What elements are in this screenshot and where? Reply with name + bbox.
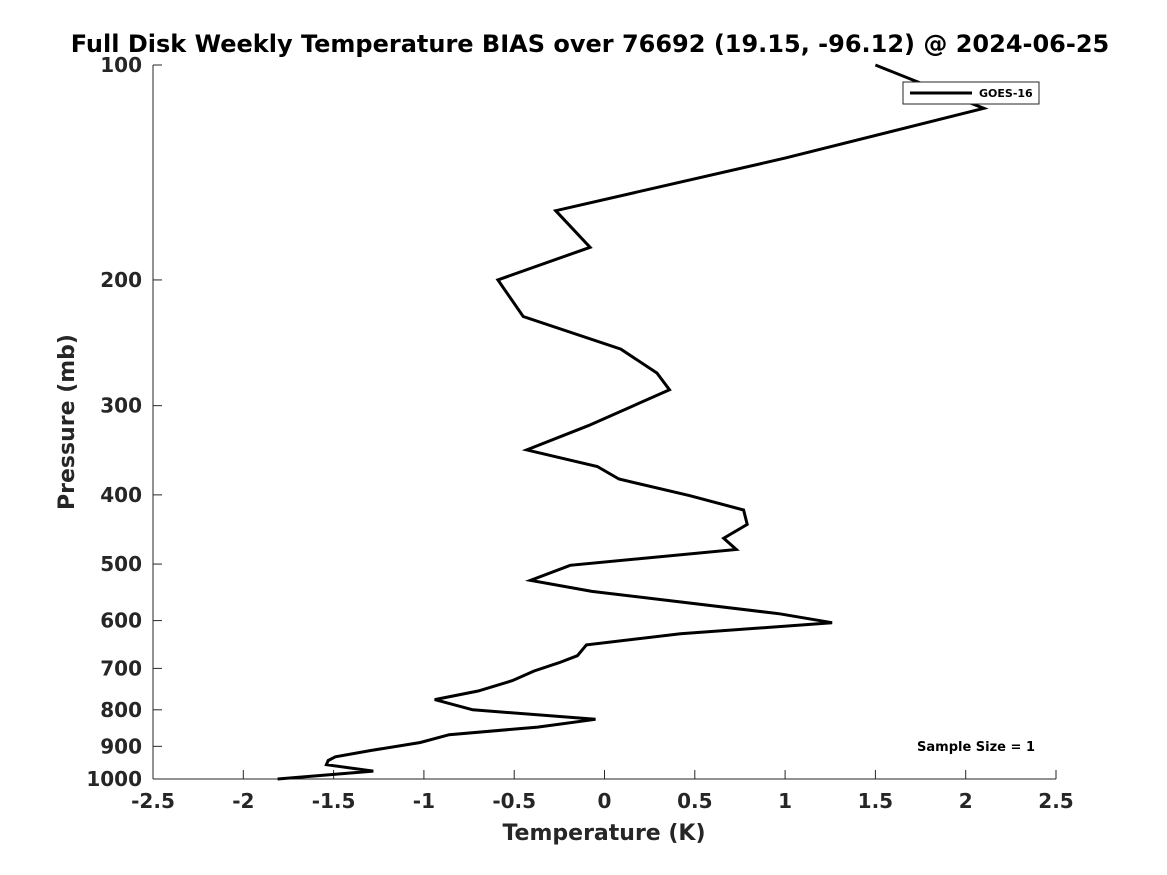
x-tick-label: -2.5	[131, 789, 175, 813]
legend-label: GOES-16	[979, 87, 1033, 100]
x-tick-label: 1.5	[858, 789, 893, 813]
legend: GOES-16	[902, 81, 1040, 105]
chart-title: Full Disk Weekly Temperature BIAS over 7…	[71, 30, 1110, 58]
x-tick-label: 1	[778, 789, 792, 813]
x-tick-label: -1	[413, 789, 435, 813]
y-tick-label: 100	[100, 53, 142, 77]
series-line-goes-16	[277, 63, 989, 781]
x-tick-label: -1.5	[312, 789, 356, 813]
x-tick-label: 0.5	[677, 789, 712, 813]
y-tick-label: 800	[100, 698, 142, 722]
y-tick-label: 900	[100, 734, 142, 758]
x-tick-label: 2	[959, 789, 973, 813]
y-tick-label: 1000	[86, 767, 142, 791]
x-axis-ticks: -2.5 -2 -1.5 -1 -0.5 0 0.5 1 1.5 2 2.5	[131, 770, 1074, 813]
y-tick-label: 500	[100, 552, 142, 576]
x-tick-label: 0	[598, 789, 612, 813]
y-tick-label: 300	[100, 394, 142, 418]
y-axis-ticks: 100 200 300 400 500 600 700 800 900 1000	[86, 53, 162, 791]
y-tick-label: 400	[100, 483, 142, 507]
x-tick-label: -2	[232, 789, 254, 813]
x-tick-label: 2.5	[1038, 789, 1073, 813]
sample-size-annotation: Sample Size = 1	[917, 740, 1035, 755]
x-axis-label: Temperature (K)	[502, 821, 705, 846]
x-tick-label: -0.5	[492, 789, 536, 813]
y-tick-label: 700	[100, 656, 142, 680]
y-tick-label: 600	[100, 609, 142, 633]
y-tick-label: 200	[100, 268, 142, 292]
y-axis-label: Pressure (mb)	[55, 334, 80, 510]
